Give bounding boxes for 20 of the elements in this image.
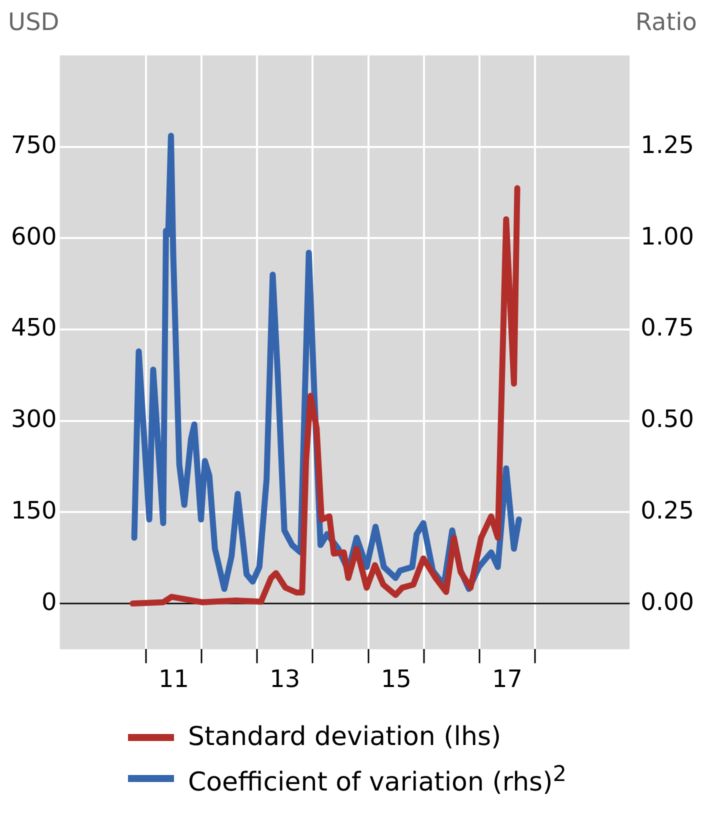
y-tick-label: 600 (10, 222, 57, 250)
x-tick-label: 11 (158, 664, 190, 693)
y2-tick-label: 0.75 (640, 314, 694, 342)
legend-label: Standard deviation (lhs) (188, 721, 502, 754)
y2-axis-title: Ratio (635, 8, 697, 38)
x-tick-label: 17 (492, 664, 523, 693)
y2-tick-label: 1.00 (640, 222, 694, 250)
legend-label: Coefficient of variation (rhs)$^{2}$ (188, 761, 567, 800)
y-tick-label: 300 (10, 405, 57, 434)
y-tick-label: 750 (10, 130, 57, 159)
y2-tick-label: 0.50 (640, 405, 694, 434)
y2-tick-label: 0.00 (640, 588, 694, 616)
y2-tick-label: 0.25 (640, 496, 694, 524)
y-axis-title: USD (8, 8, 60, 38)
x-tick-label: 15 (380, 664, 412, 693)
y-tick-label: 150 (10, 496, 57, 524)
y-tick-label: 450 (10, 314, 57, 342)
y-tick-label: 0 (42, 588, 57, 616)
x-tick-label: 13 (270, 664, 300, 693)
y2-tick-label: 1.25 (640, 130, 694, 159)
